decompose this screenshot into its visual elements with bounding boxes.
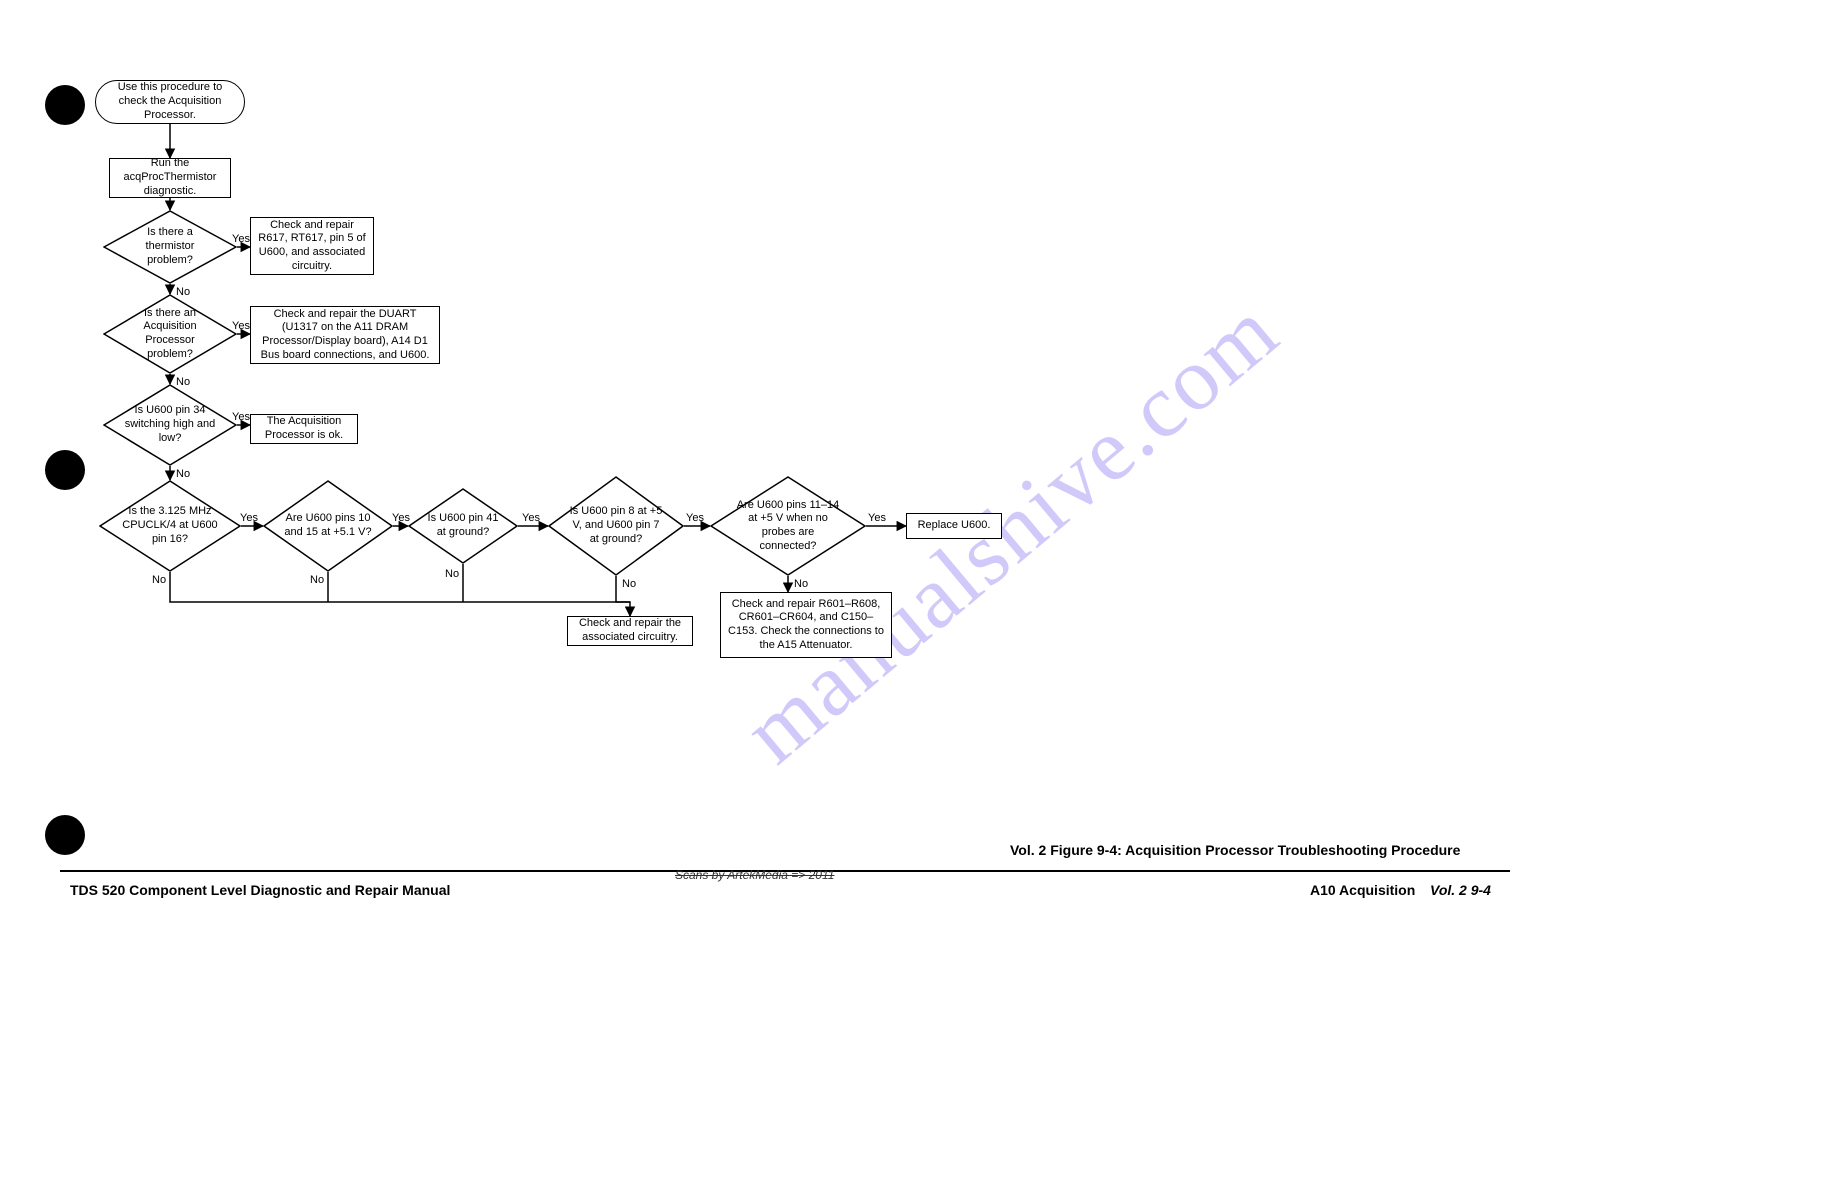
edge-label-no: No bbox=[176, 468, 190, 480]
node-label: Is there a thermistor problem? bbox=[122, 226, 217, 267]
node-d_pins11: Are U600 pins 11–14 at +5 V when no prob… bbox=[710, 476, 866, 576]
node-d_acq: Is there an Acquisition Processor proble… bbox=[103, 294, 237, 374]
edge-label-yes: Yes bbox=[522, 512, 540, 524]
node-p_assoc: Check and repair the associated circuitr… bbox=[567, 616, 693, 646]
edge-label-yes: Yes bbox=[232, 411, 250, 423]
edge-label-yes: Yes bbox=[240, 512, 258, 524]
node-p_duart: Check and repair the DUART (U1317 on the… bbox=[250, 306, 440, 364]
edge-label-no: No bbox=[622, 578, 636, 590]
footer-right-page: Vol. 2 9-4 bbox=[1430, 882, 1491, 898]
node-d_therm: Is there a thermistor problem? bbox=[103, 210, 237, 284]
edge-label-yes: Yes bbox=[868, 512, 886, 524]
node-p_r617: Check and repair R617, RT617, pin 5 of U… bbox=[250, 217, 374, 275]
node-d_cpuclk: Is the 3.125 MHz CPUCLK/4 at U600 pin 16… bbox=[99, 480, 241, 572]
scan-credit: Scans by ArtekMedia => 2011 bbox=[675, 868, 834, 882]
edge-label-yes: Yes bbox=[232, 320, 250, 332]
figure-caption: Vol. 2 Figure 9-4: Acquisition Processor… bbox=[1010, 842, 1460, 858]
edge-label-yes: Yes bbox=[232, 233, 250, 245]
node-label: Are U600 pins 10 and 15 at +5.1 V? bbox=[282, 512, 374, 540]
node-label: Is U600 pin 34 switching high and low? bbox=[122, 404, 217, 445]
edge-label-yes: Yes bbox=[392, 512, 410, 524]
edge-label-no: No bbox=[445, 568, 459, 580]
node-start: Use this procedure to check the Acquisit… bbox=[95, 80, 245, 124]
edge-label-no: No bbox=[794, 578, 808, 590]
edge-label-no: No bbox=[176, 286, 190, 298]
edge-label-no: No bbox=[152, 574, 166, 586]
edge-label-yes: Yes bbox=[686, 512, 704, 524]
node-label: Is the 3.125 MHz CPUCLK/4 at U600 pin 16… bbox=[119, 505, 220, 546]
node-label: Are U600 pins 11–14 at +5 V when no prob… bbox=[732, 499, 844, 554]
edge-label-no: No bbox=[176, 376, 190, 388]
edge-label-no: No bbox=[310, 574, 324, 586]
node-label: Is there an Acquisition Processor proble… bbox=[122, 307, 217, 362]
footer-right-section: A10 Acquisition bbox=[1310, 882, 1415, 898]
node-d_pin41: Is U600 pin 41 at ground? bbox=[408, 488, 518, 564]
node-d_pins10: Are U600 pins 10 and 15 at +5.1 V? bbox=[263, 480, 393, 572]
page: manualshive.com Use this procedure to ch… bbox=[0, 0, 1844, 1199]
node-d_pin8: Is U600 pin 8 at +5 V, and U600 pin 7 at… bbox=[548, 476, 684, 576]
node-d_pin34: Is U600 pin 34 switching high and low? bbox=[103, 384, 237, 466]
node-label: Is U600 pin 8 at +5 V, and U600 pin 7 at… bbox=[568, 505, 665, 546]
node-p_replace: Replace U600. bbox=[906, 513, 1002, 539]
node-p_run: Run the acqProcThermistor diagnostic. bbox=[109, 158, 231, 198]
node-label: Is U600 pin 41 at ground? bbox=[425, 512, 501, 540]
node-p_ok: The Acquisition Processor is ok. bbox=[250, 414, 358, 444]
node-p_r601: Check and repair R601–R608, CR601–CR604,… bbox=[720, 592, 892, 658]
footer-left: TDS 520 Component Level Diagnostic and R… bbox=[70, 882, 450, 898]
flowchart-edges bbox=[0, 0, 1844, 1199]
